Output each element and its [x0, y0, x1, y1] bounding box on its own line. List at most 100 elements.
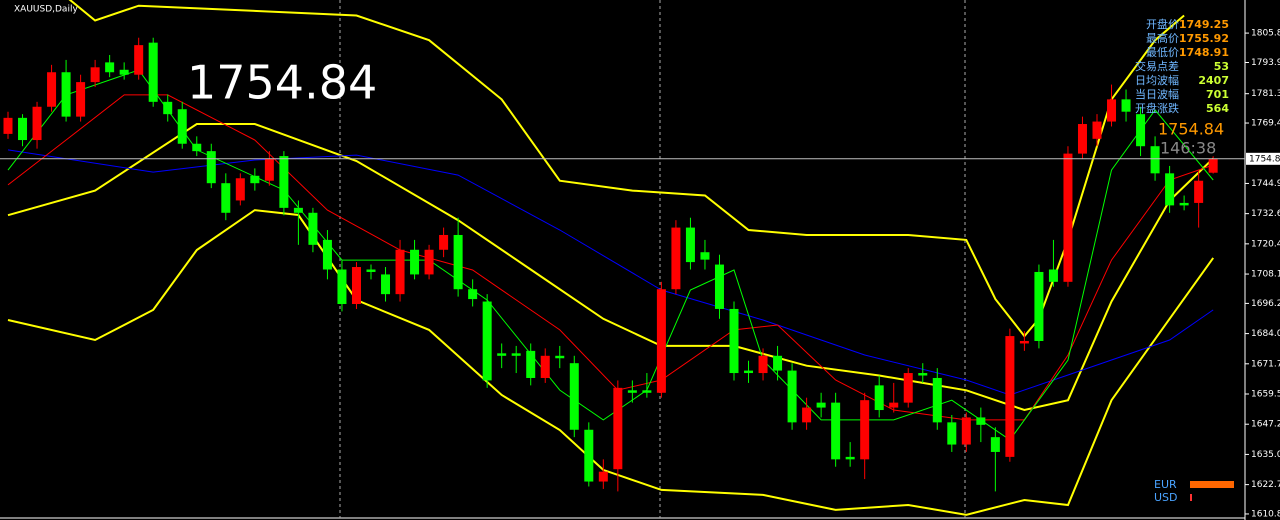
candle-body: [685, 227, 695, 263]
big-price: 1754.84: [187, 56, 377, 110]
candle-body: [656, 289, 666, 393]
candle-body: [889, 402, 899, 408]
info-label: 最高价: [1146, 31, 1179, 45]
info-value: 701: [1206, 88, 1229, 101]
candle-body: [613, 387, 623, 470]
candle-body: [511, 353, 521, 356]
info-label: 开盘涨跌: [1135, 101, 1179, 115]
candle-body: [206, 151, 216, 184]
candle-body: [700, 252, 710, 260]
candle-body: [555, 355, 565, 359]
candle-body: [47, 72, 57, 107]
candle-body: [134, 45, 144, 75]
candle-body: [482, 301, 492, 381]
candle-body: [976, 417, 986, 425]
candle-body: [279, 156, 289, 208]
y-tick-label: 1805.88: [1251, 29, 1280, 39]
candle-body: [816, 402, 826, 408]
candle-body: [714, 264, 724, 309]
candle-body: [584, 429, 594, 482]
candle-body: [250, 175, 260, 184]
info-value: 53: [1214, 60, 1229, 73]
candle-body: [671, 227, 681, 290]
candle-body: [148, 42, 158, 102]
y-tick-label: 1696.25: [1251, 299, 1280, 309]
candle-body: [1194, 180, 1204, 203]
candle-body: [1179, 202, 1189, 206]
current-price-box: [1246, 152, 1280, 165]
candle-body: [105, 62, 115, 73]
candle-body: [1121, 99, 1131, 112]
candle-body: [337, 269, 347, 305]
candle-body: [947, 422, 957, 445]
info-label: 最低价: [1146, 46, 1179, 59]
candle-body: [569, 363, 579, 430]
candle-body: [1077, 124, 1087, 154]
candle-body: [351, 267, 361, 305]
candle-body: [874, 385, 884, 411]
candle-body: [1136, 114, 1146, 147]
strength-bar: [1190, 481, 1234, 488]
bid-label: 1754.84: [1158, 120, 1224, 139]
candle-body: [1063, 153, 1073, 282]
candle-body: [961, 417, 971, 445]
candle-body: [163, 101, 173, 115]
y-tick-label: 1647.25: [1251, 420, 1280, 430]
candle-body: [1019, 340, 1029, 344]
candle-body: [1048, 269, 1058, 282]
indicator-line: [7, 123, 1214, 412]
candle-body: [1034, 271, 1044, 341]
y-tick-label: 1635.00: [1251, 450, 1280, 460]
candle-body: [1092, 121, 1102, 139]
y-tick-label: 1671.75: [1251, 359, 1280, 369]
candle-body: [1107, 99, 1117, 122]
candle-body: [293, 207, 303, 213]
candle-body: [439, 234, 449, 250]
info-label: 开盘价: [1146, 17, 1179, 31]
candle-body: [497, 353, 507, 356]
candle-body: [598, 471, 608, 482]
candle-body: [424, 249, 434, 275]
candle-body: [1165, 173, 1175, 206]
candle-body: [381, 274, 391, 295]
y-tick-label: 1684.00: [1251, 329, 1280, 339]
info-label: 日均波幅: [1135, 74, 1179, 87]
timer: 146:38: [1160, 139, 1216, 158]
candle-body: [1150, 146, 1160, 174]
candle-body: [322, 239, 332, 270]
candle-body: [526, 350, 536, 378]
strength-bar: [1190, 494, 1192, 501]
candle-body: [395, 249, 405, 295]
candle-body: [990, 437, 1000, 452]
candle-body: [642, 390, 652, 393]
candle-body: [192, 143, 202, 152]
indicator-line: [68, 0, 1185, 338]
y-tick-label: 1769.40: [1251, 119, 1280, 129]
candle-body: [845, 456, 855, 460]
candle-body: [119, 69, 129, 75]
candle-body: [32, 106, 42, 141]
candle-body: [758, 355, 768, 374]
candle-body: [468, 289, 478, 300]
y-tick-label: 1781.30: [1251, 89, 1280, 99]
candle-body: [773, 355, 783, 371]
candle-body: [3, 117, 13, 134]
indicator-line: [7, 69, 1214, 441]
info-label: 交易点差: [1135, 59, 1179, 73]
candle-body: [744, 370, 754, 374]
candle-body: [627, 390, 637, 393]
candle-body: [1005, 336, 1015, 457]
info-value: 1755.92: [1179, 32, 1229, 45]
candle-body: [177, 109, 187, 144]
candle-body: [76, 82, 86, 117]
y-tick-label: 1720.40: [1251, 239, 1280, 249]
candle-body: [90, 67, 100, 83]
legend: EUR USD: [1154, 478, 1234, 504]
y-tick-label: 1793.95: [1251, 58, 1280, 68]
period-separators: [339, 0, 966, 518]
candle-body: [918, 373, 928, 376]
candle-body: [308, 212, 318, 245]
current-price-label: 1754.89: [1249, 154, 1280, 164]
symbol-title: XAUUSD,Daily: [14, 5, 78, 15]
y-tick-label: 1708.15: [1251, 270, 1280, 280]
